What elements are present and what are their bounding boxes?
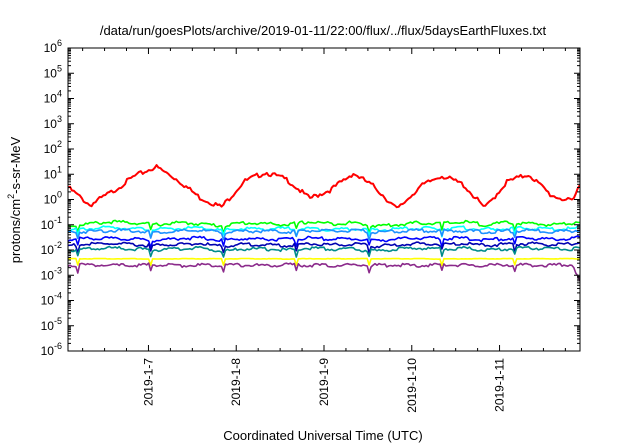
chart-title: /data/run/goesPlots/archive/2019-01-11/2… [100,23,547,38]
y-tick-label: 106 [44,38,62,55]
y-axis: 10-6 10-5 10-4 10-3 10-2 10-1 100 101 102 103 104 1… [41,38,580,358]
series-line-8 [68,257,580,267]
x-tick-label: 2019-1-10 [405,358,419,413]
x-tick-label: 2019-1-7 [141,358,155,406]
x-tick-label: 2019-1-9 [317,358,331,406]
y-tick-label: 105 [44,63,62,80]
series-line-6 [67,241,580,254]
y-tick-label: 104 [44,89,62,106]
series-layer [67,164,581,281]
series-line-7 [67,245,580,258]
y-tick-label: 100 [44,190,62,207]
y-axis-label-post: -s-sr-MeV [8,136,23,193]
y-tick-label: 10-1 [41,215,62,232]
x-tick-label: 2019-1-8 [229,358,243,406]
series-line-5 [67,235,581,248]
x-tick-label: 2019-1-11 [493,358,507,412]
y-axis-label-sup: 2 [6,194,16,199]
y-tick-label: 10-4 [41,291,62,308]
series-line-2 [67,219,580,234]
x-axis: 2019-1-7 2019-1-8 2019-1-9 2019-1-10 2019-1-… [82,48,566,413]
y-tick-label: 103 [44,114,62,131]
y-tick-label: 10-6 [41,341,62,358]
y-tick-label: 10-3 [41,265,62,282]
series-line-4 [67,227,580,241]
plot-frame [67,47,581,352]
series-line-1 [67,164,581,209]
y-axis-label: protons/cm2-s-sr-MeV [6,136,23,263]
y-axis-label-pre: protons/cm [8,199,23,263]
series-line-9 [67,262,581,281]
y-tick-label: 101 [44,164,62,181]
x-axis-label: Coordinated Universal Time (UTC) [223,428,422,443]
y-tick-label: 102 [44,139,62,156]
y-tick-label: 10-5 [41,316,62,333]
y-tick-label: 10-2 [41,240,62,257]
